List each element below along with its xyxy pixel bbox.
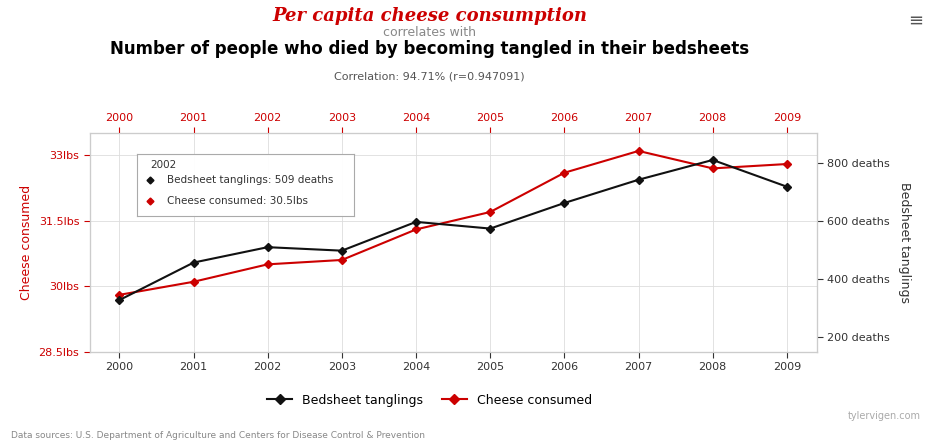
Text: 2002: 2002 [150, 160, 177, 170]
Text: ≡: ≡ [908, 11, 923, 29]
Text: correlates with: correlates with [383, 26, 476, 39]
Legend: Bedsheet tanglings, Cheese consumed: Bedsheet tanglings, Cheese consumed [262, 389, 597, 412]
Text: Data sources: U.S. Department of Agriculture and Centers for Disease Control & P: Data sources: U.S. Department of Agricul… [11, 431, 426, 440]
Text: Correlation: 94.71% (r=0.947091): Correlation: 94.71% (r=0.947091) [334, 71, 525, 81]
Text: Per capita cheese consumption: Per capita cheese consumption [272, 7, 587, 24]
Y-axis label: Cheese consumed: Cheese consumed [20, 185, 33, 300]
Y-axis label: Bedsheet tanglings: Bedsheet tanglings [898, 182, 911, 303]
Text: 2002: 2002 [0, 444, 1, 445]
Text: Bedsheet tanglings: 509 deaths: Bedsheet tanglings: 509 deaths [167, 175, 333, 185]
Text: Number of people who died by becoming tangled in their bedsheets: Number of people who died by becoming ta… [110, 40, 750, 58]
Text: tylervigen.com: tylervigen.com [848, 411, 920, 421]
Text: Cheese consumed: 30.5lbs: Cheese consumed: 30.5lbs [167, 196, 309, 206]
